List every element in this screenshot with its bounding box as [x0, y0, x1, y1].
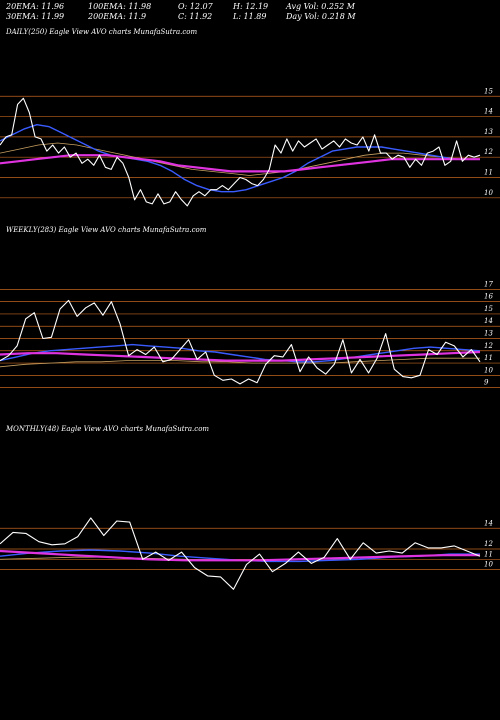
y-tick-1-2: 15 [484, 305, 493, 313]
y-tick-1-3: 14 [484, 317, 493, 325]
low-label: L: 11.89 [233, 12, 267, 21]
high-label: H: 12.19 [233, 2, 269, 11]
ema100-label: 100EMA: 11.98 [88, 2, 152, 11]
y-tick-1-6: 11 [484, 354, 493, 362]
y-tick-0-3: 12 [484, 148, 493, 156]
chart-panel-1: 17 16 15 14 13 12 11 10 9 [0, 280, 500, 388]
ema200-label: 200EMA: 11.9 [88, 12, 147, 21]
y-tick-1-5: 12 [484, 342, 493, 350]
indicator-header: 20EMA: 11.96 100EMA: 11.98 O: 12.07 H: 1… [6, 2, 496, 22]
series-ema_other-1 [0, 357, 480, 368]
series-ema20-1 [0, 343, 481, 363]
series-ema200-1 [0, 350, 481, 362]
y-tick-1-7: 10 [484, 366, 493, 374]
y-tick-2-1: 12 [484, 540, 493, 548]
open-label: O: 12.07 [178, 2, 213, 11]
monthly-panel-title: MONTHLY(48) Eagle View AVO charts Munafa… [6, 425, 210, 433]
series-ema_other-0 [0, 142, 480, 176]
y-tick-2-2: 11 [484, 550, 493, 558]
series-price-0 [0, 97, 481, 207]
y-tick-2-3: 10 [484, 561, 493, 569]
series-ema200-2 [0, 549, 480, 562]
avg-vol-label: Avg Vol: 0.252 M [286, 2, 355, 11]
ema20-label: 20EMA: 11.96 [6, 2, 65, 11]
y-tick-2-0: 14 [484, 519, 493, 527]
chart-panel-0: 15 14 13 12 11 10 [0, 87, 500, 207]
y-tick-0-2: 13 [484, 128, 493, 136]
close-label: C: 11.92 [178, 12, 213, 21]
y-tick-1-1: 16 [484, 293, 493, 301]
series-ema20-0 [0, 123, 480, 193]
y-tick-1-0: 17 [484, 280, 493, 288]
series-ema200-0 [0, 154, 480, 173]
series-price-2 [0, 517, 481, 590]
chart-panel-2: 14 12 11 10 [0, 517, 500, 590]
ema30-label: 30EMA: 11.99 [6, 12, 65, 21]
y-tick-1-4: 13 [484, 330, 493, 338]
y-tick-0-5: 10 [484, 189, 493, 197]
y-tick-1-8: 9 [484, 379, 489, 387]
weekly-panel-title: WEEKLY(283) Eagle View AVO charts Munafa… [6, 226, 207, 234]
y-tick-0-1: 14 [484, 108, 493, 116]
daily-panel-title: DAILY(250) Eagle View AVO charts MunafaS… [6, 28, 198, 36]
day-vol-label: Day Vol: 0.218 M [286, 12, 356, 21]
series-price-1 [0, 299, 481, 385]
y-tick-0-0: 15 [484, 87, 493, 95]
y-tick-0-4: 11 [484, 169, 493, 177]
